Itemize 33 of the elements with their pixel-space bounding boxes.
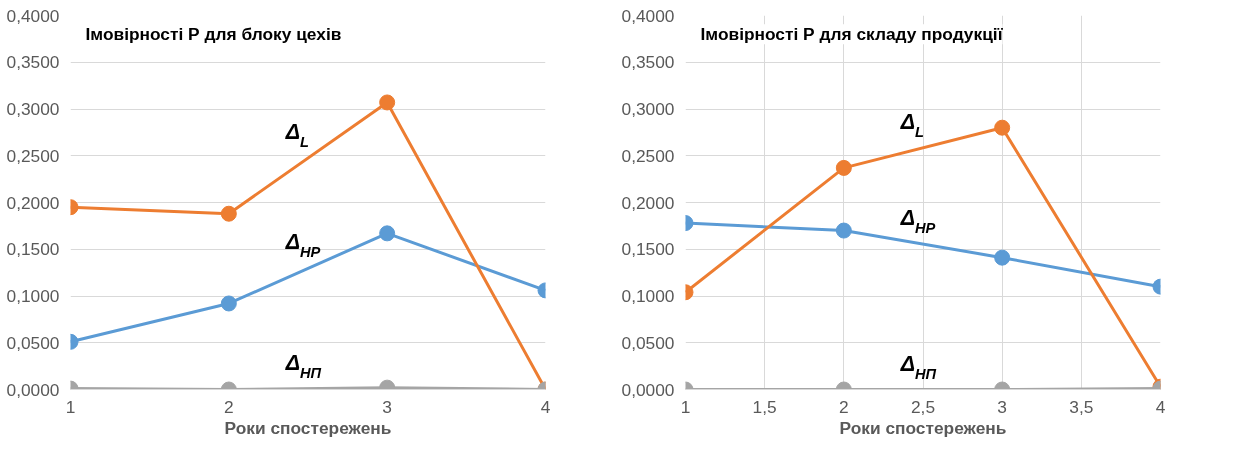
y-tick-label: 0,4000 (621, 5, 675, 26)
y-tick-label: 0,2500 (6, 145, 60, 166)
y-tick-label: 0,0500 (621, 332, 675, 353)
x-tick-label: 3 (382, 396, 392, 417)
y-tick-label: 0,3500 (621, 52, 675, 73)
x-tick-label: 3 (997, 396, 1007, 417)
y-tick-label: 0,1500 (6, 239, 60, 260)
text: Імовірності Р для блоку цехів (85, 24, 342, 45)
x-tick-label: 1 (65, 396, 76, 417)
x-tick-label: 2 (224, 396, 234, 417)
text: Імовірності Р для складу продукції (700, 24, 1004, 45)
x-axis-title: Роки спостережень (839, 417, 1007, 438)
y-tick-label: 0,0500 (6, 332, 60, 353)
y-tick-label: 0,1500 (621, 239, 675, 260)
x-tick-label: 2,5 (910, 396, 936, 417)
y-tick-label: 0,3000 (6, 99, 60, 119)
y-tick-label: 0,0000 (621, 379, 675, 400)
y-tick-label: 0,2000 (621, 192, 675, 213)
x-tick-label: 4 (1155, 396, 1166, 417)
y-tick-label: 0,2500 (621, 145, 675, 166)
y-tick-label: 0,1000 (6, 286, 60, 306)
x-tick-label: 1,5 (752, 396, 777, 417)
y-tick-label: 0,1000 (621, 286, 675, 306)
x-tick-label: 1 (680, 396, 691, 417)
y-tick-label: 0,3500 (6, 52, 60, 73)
x-tick-label: 2 (839, 396, 849, 417)
x-axis-title: Роки спостережень (224, 417, 392, 438)
x-tick-label: 3,5 (1069, 396, 1094, 417)
y-tick-label: 0,3000 (621, 99, 675, 119)
x-tick-label: 4 (540, 396, 551, 417)
y-tick-label: 0,0000 (6, 379, 60, 400)
y-tick-label: 0,2000 (6, 192, 60, 213)
y-tick-label: 0,4000 (6, 5, 60, 26)
